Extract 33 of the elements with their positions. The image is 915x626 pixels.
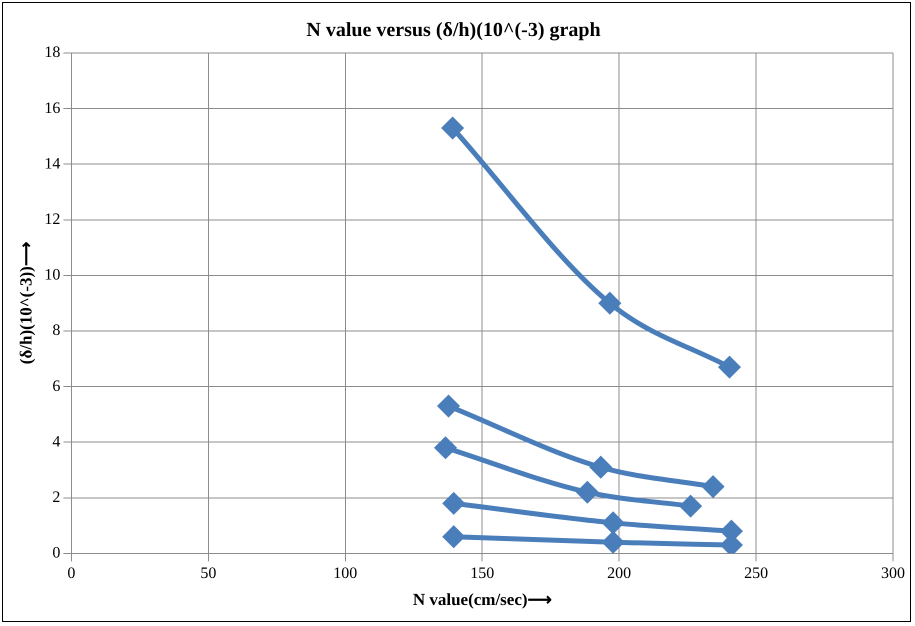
chart-title: N value versus (δ/h)(10^(-3) graph bbox=[306, 19, 601, 42]
y-tick-label: 8 bbox=[52, 322, 60, 340]
point bbox=[443, 526, 464, 548]
x-tick-label: 50 bbox=[200, 565, 216, 582]
point bbox=[435, 437, 456, 458]
x-axis-title: N value(cm/sec)⟶ bbox=[412, 590, 552, 610]
x-tick-label: 300 bbox=[881, 565, 905, 582]
x-tick-label: 200 bbox=[607, 565, 632, 582]
y-tick-label: 16 bbox=[44, 100, 60, 117]
point bbox=[443, 492, 464, 514]
y-tick-label: 10 bbox=[44, 266, 60, 284]
point bbox=[438, 396, 460, 417]
point bbox=[576, 482, 598, 503]
point bbox=[702, 476, 724, 498]
x-tick-label: 250 bbox=[744, 565, 768, 582]
point bbox=[599, 292, 620, 314]
point bbox=[719, 356, 740, 378]
point bbox=[680, 496, 702, 517]
y-tick-label: 6 bbox=[52, 378, 60, 395]
y-tick-label: 2 bbox=[52, 489, 60, 506]
x-tick-label: 150 bbox=[470, 565, 494, 582]
y-tick-label: 0 bbox=[52, 544, 60, 562]
y-tick-label: 4 bbox=[52, 433, 60, 450]
y-tick-label: 12 bbox=[44, 211, 60, 228]
y-tick-label: 18 bbox=[44, 44, 60, 62]
point bbox=[602, 532, 624, 553]
point bbox=[590, 456, 612, 478]
y-tick-label: 14 bbox=[44, 155, 60, 172]
x-tick-label: 0 bbox=[67, 565, 76, 582]
point bbox=[602, 512, 624, 534]
x-tick-label: 100 bbox=[333, 565, 358, 582]
y-axis-title: (δ/h)(10^(-3))⟶ bbox=[16, 242, 36, 364]
point bbox=[442, 118, 464, 139]
